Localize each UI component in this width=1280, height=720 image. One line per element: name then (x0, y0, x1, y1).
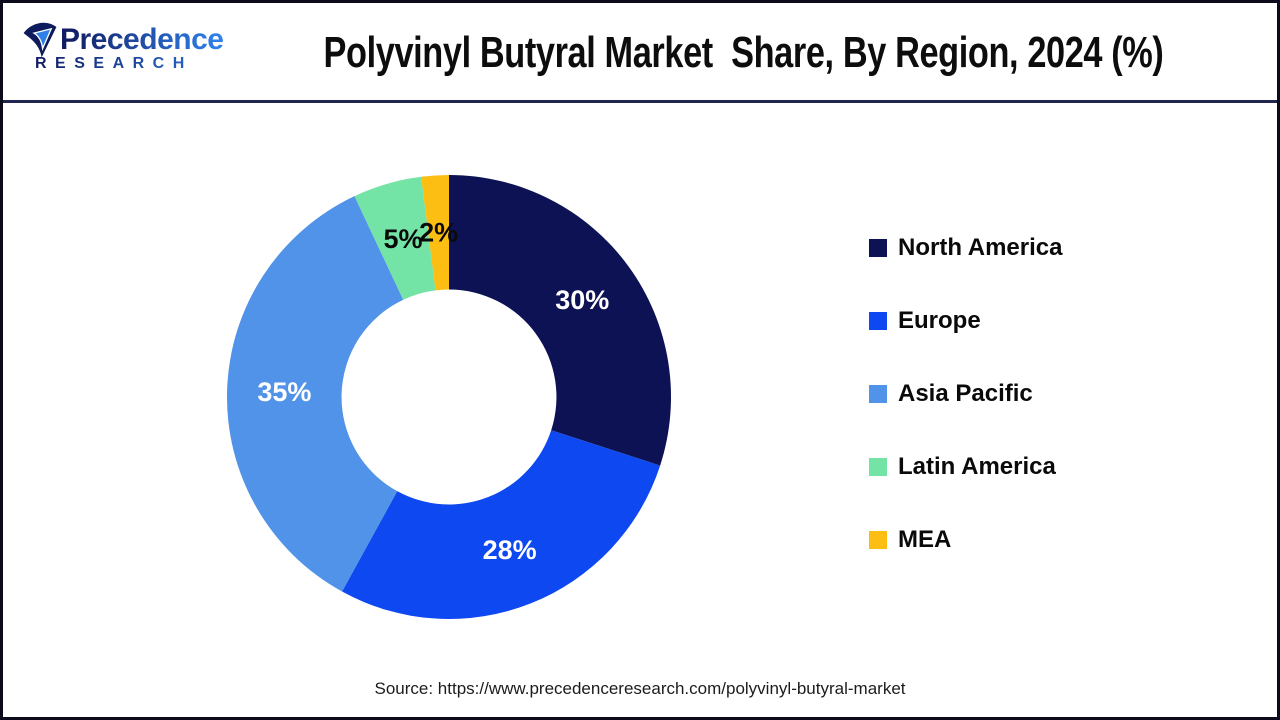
header: Precedence RESEARCH Polyvinyl Butyral Ma… (3, 3, 1277, 103)
legend-item-europe: Europe (869, 307, 1062, 334)
legend-label-europe: Europe (898, 307, 981, 334)
legend-swatch-asia-pacific (869, 385, 887, 403)
legend-item-latin-america: Latin America (869, 453, 1062, 480)
source-text: Source: https://www.precedenceresearch.c… (374, 679, 906, 698)
slice-asia-pacific (227, 196, 404, 592)
slice-north-america (449, 175, 671, 466)
legend: North America Europe Asia Pacific Latin … (869, 234, 1063, 600)
slice-latin-america (354, 176, 436, 300)
legend-item-asia-pacific: Asia Pacific (869, 380, 1062, 407)
legend-swatch-mea (869, 531, 887, 549)
slice-label-europe: 28% (483, 535, 537, 565)
legend-label-asia-pacific: Asia Pacific (898, 380, 1033, 407)
legend-item-north-america: North America (869, 234, 1063, 261)
slice-label-asia-pacific: 35% (257, 377, 311, 407)
precedence-logo: Precedence RESEARCH (21, 21, 251, 73)
slice-europe (342, 430, 661, 619)
slice-mea (421, 175, 449, 291)
precedence-logo-icon (23, 22, 57, 58)
legend-swatch-europe (869, 312, 887, 330)
legend-label-latin-america: Latin America (898, 453, 1056, 480)
logo-brand-text: Precedence (60, 21, 224, 59)
legend-item-mea: MEA (869, 526, 1062, 553)
chart-title: Polyvinyl Butyral Market Share, By Regio… (323, 28, 1164, 77)
logo-subbrand-text: RESEARCH (35, 55, 251, 73)
slice-label-latin-america: 5% (384, 224, 423, 254)
legend-label-mea: MEA (898, 526, 952, 553)
footer: Source: https://www.precedenceresearch.c… (3, 679, 1277, 699)
logo-row: Precedence (21, 21, 251, 59)
legend-label-north-america: North America (898, 234, 1063, 261)
legend-swatch-latin-america (869, 458, 887, 476)
slice-label-mea: 2% (419, 218, 458, 248)
legend-swatch-north-america (869, 239, 887, 257)
slice-label-north-america: 30% (555, 285, 609, 315)
donut-chart: 30% 28% 35% 5% 2% (227, 175, 671, 619)
